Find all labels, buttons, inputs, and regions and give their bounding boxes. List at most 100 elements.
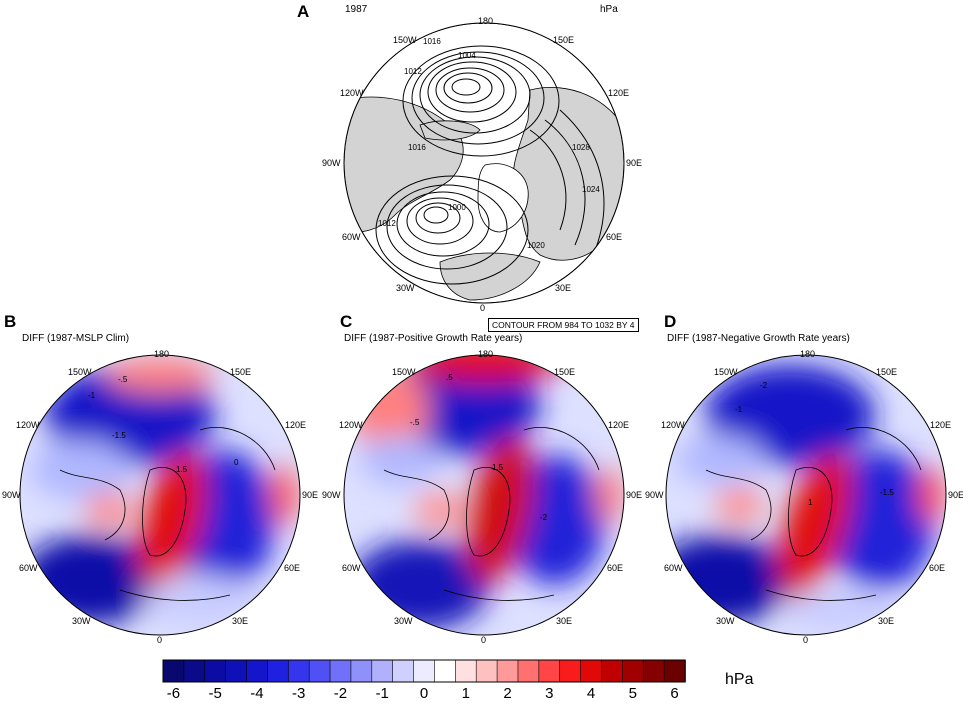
colorbar-tick-label: 0	[419, 685, 429, 702]
diff-label: 0	[234, 458, 239, 467]
colorbar-unit: hPa	[725, 671, 754, 688]
colorbar-cell	[434, 659, 457, 683]
lon-label-0: 0	[481, 635, 487, 645]
colorbar-tick-label: -4	[250, 685, 264, 702]
panel-letter-a: A	[297, 2, 310, 21]
diff-label: -2	[760, 381, 768, 390]
colorbar-cell	[496, 659, 519, 683]
lon-label-180: 180	[154, 349, 170, 359]
lon-label-0: 0	[157, 635, 163, 645]
colorbar-cell	[162, 659, 185, 683]
colorbar-cell	[225, 659, 248, 683]
panel-letter-d: D	[664, 312, 677, 331]
lon-label-60e: 60E	[929, 563, 946, 573]
lon-label-90w: 90W	[322, 158, 341, 168]
colorbar-cell	[580, 659, 603, 683]
lon-label-120w: 120W	[340, 88, 364, 98]
land-greenland	[477, 163, 529, 233]
lon-label-120w: 120W	[661, 420, 685, 430]
colorbar-tick-label: 4	[586, 685, 596, 702]
lon-label-60w: 60W	[664, 563, 683, 573]
lon-label-30e: 30E	[555, 283, 572, 293]
isobar-label: 1020	[527, 241, 545, 250]
lon-label-30w: 30W	[72, 616, 91, 626]
colorbar-tick-label: -5	[208, 685, 222, 702]
lon-label-150w: 150W	[714, 367, 738, 377]
panel-a-unit: hPa	[600, 4, 618, 15]
lon-label-30w: 30W	[396, 283, 415, 293]
lon-label-180: 180	[478, 16, 494, 26]
lon-label-90e: 90E	[302, 490, 319, 500]
lon-label-90e: 90E	[626, 490, 643, 500]
diff-label: -.5	[118, 375, 128, 384]
colorbar-cell	[287, 659, 310, 683]
lon-label-30w: 30W	[716, 616, 735, 626]
panel-d-subtitle: DIFF (1987-Negative Growth Rate years)	[667, 333, 850, 344]
isobar-label: 1028	[572, 143, 590, 152]
lon-label-120e: 120E	[608, 420, 630, 430]
panel-b-subtitle: DIFF (1987-MSLP Clim)	[22, 333, 130, 344]
colorbar-cell	[413, 659, 436, 683]
diff-label: 1.5	[492, 463, 504, 472]
panel-letter-b: B	[4, 312, 17, 331]
lon-label-60e: 60E	[284, 563, 301, 573]
lon-label-30w: 30W	[394, 616, 413, 626]
panel-d-field	[666, 355, 946, 635]
colorbar-tick-label: -1	[375, 685, 389, 702]
lon-label-90w: 90W	[2, 490, 21, 500]
colorbar-tick-label: -6	[166, 685, 181, 702]
colorbar-cell	[517, 659, 540, 683]
colorbar-tick-label: -2	[333, 685, 348, 702]
colorbar-tick-label: -3	[292, 685, 306, 702]
colorbar-cell	[559, 659, 582, 683]
lon-label-150e: 150E	[554, 367, 576, 377]
lon-label-150e: 150E	[876, 367, 898, 377]
colorbar-cell	[371, 659, 394, 683]
colorbar-cell	[538, 659, 561, 683]
lon-label-150e: 150E	[230, 367, 252, 377]
lon-label-120e: 120E	[930, 420, 952, 430]
isobar-label: 1000	[448, 203, 466, 212]
lon-label-90e: 90E	[626, 158, 643, 168]
lon-label-90w: 90W	[645, 490, 664, 500]
lon-label-60w: 60W	[342, 232, 361, 242]
colorbar-cell	[622, 659, 645, 683]
lon-label-150w: 150W	[392, 367, 416, 377]
lon-label-0: 0	[803, 635, 809, 645]
diff-label: -1	[88, 391, 96, 400]
lon-label-120w: 120W	[16, 420, 40, 430]
colorbar-cell	[308, 659, 331, 683]
diff-label: -1	[735, 405, 743, 414]
lon-label-60e: 60E	[606, 232, 623, 242]
land-arctic-islands	[419, 120, 481, 141]
colorbar-cell	[246, 659, 269, 683]
lon-label-90e: 90E	[948, 490, 963, 500]
colorbar-tick-label: 6	[670, 685, 679, 702]
colorbar-cell	[350, 659, 373, 683]
diff-label: .5	[446, 373, 453, 382]
colorbar-tick-label: 1	[461, 685, 470, 702]
lon-label-180: 180	[800, 349, 816, 359]
lon-label-120w: 120W	[339, 420, 363, 430]
colorbar-cell	[267, 659, 290, 683]
colorbar-cell	[455, 659, 478, 683]
colorbar-cell	[392, 659, 415, 683]
colorbar-cell	[183, 659, 206, 683]
lon-label-180: 180	[478, 349, 494, 359]
isobar-label: 1016	[423, 37, 441, 46]
lon-label-30e: 30E	[232, 616, 249, 626]
panel-c-field	[344, 355, 624, 635]
lon-label-30e: 30E	[556, 616, 573, 626]
panel-c-subtitle: DIFF (1987-Positive Growth Rate years)	[344, 333, 523, 344]
diff-label: 1	[808, 498, 813, 507]
colorbar-cell	[475, 659, 498, 683]
diff-label: -1.5	[880, 488, 894, 497]
colorbar-tick-label: 2	[503, 685, 512, 702]
colorbar-cell	[663, 659, 686, 683]
contour-info-box: CONTOUR FROM 984 TO 1032 BY 4	[488, 318, 639, 332]
isobar-label: 1016	[408, 143, 426, 152]
lon-label-150w: 150W	[393, 35, 417, 45]
